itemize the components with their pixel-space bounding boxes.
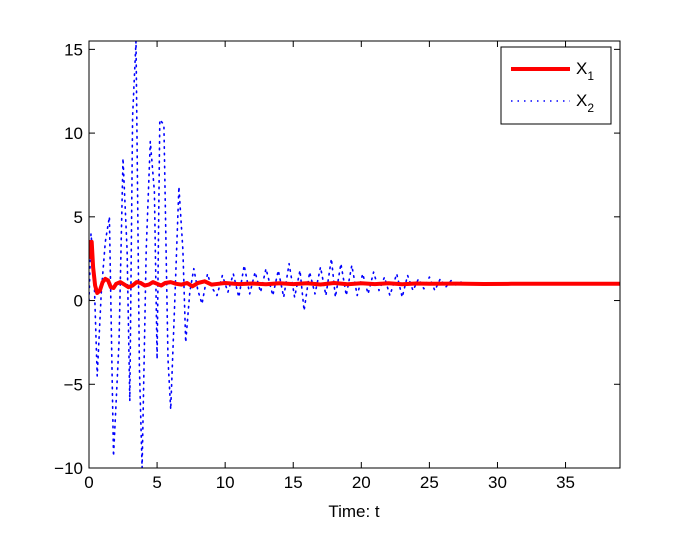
y-tick-label: 10 — [64, 124, 83, 143]
y-tick-label: −10 — [54, 459, 83, 478]
x-tick-label: 5 — [152, 473, 161, 492]
y-tick-label: 15 — [64, 40, 83, 59]
legend-box — [500, 46, 612, 125]
legend-label-x1: X1 — [576, 59, 594, 83]
y-tick-label: 0 — [74, 292, 83, 311]
series-line-x1 — [89, 239, 620, 295]
x-tick-label: 35 — [556, 473, 575, 492]
x-tick-label: 25 — [420, 473, 439, 492]
series-line-x2 — [89, 41, 620, 468]
x-tick-label: 10 — [216, 473, 235, 492]
legend: X1 X2 — [500, 46, 612, 125]
x-tick-label: 30 — [488, 473, 507, 492]
x-tick-label: 20 — [352, 473, 371, 492]
x-tick-label: 0 — [84, 473, 93, 492]
y-tick-label: 5 — [74, 208, 83, 227]
axes-box — [88, 40, 621, 469]
legend-label-x2: X2 — [576, 91, 594, 115]
x-axis-label: Time: t — [328, 502, 380, 521]
x-tick-label: 15 — [284, 473, 303, 492]
y-tick-label: −5 — [64, 375, 83, 394]
